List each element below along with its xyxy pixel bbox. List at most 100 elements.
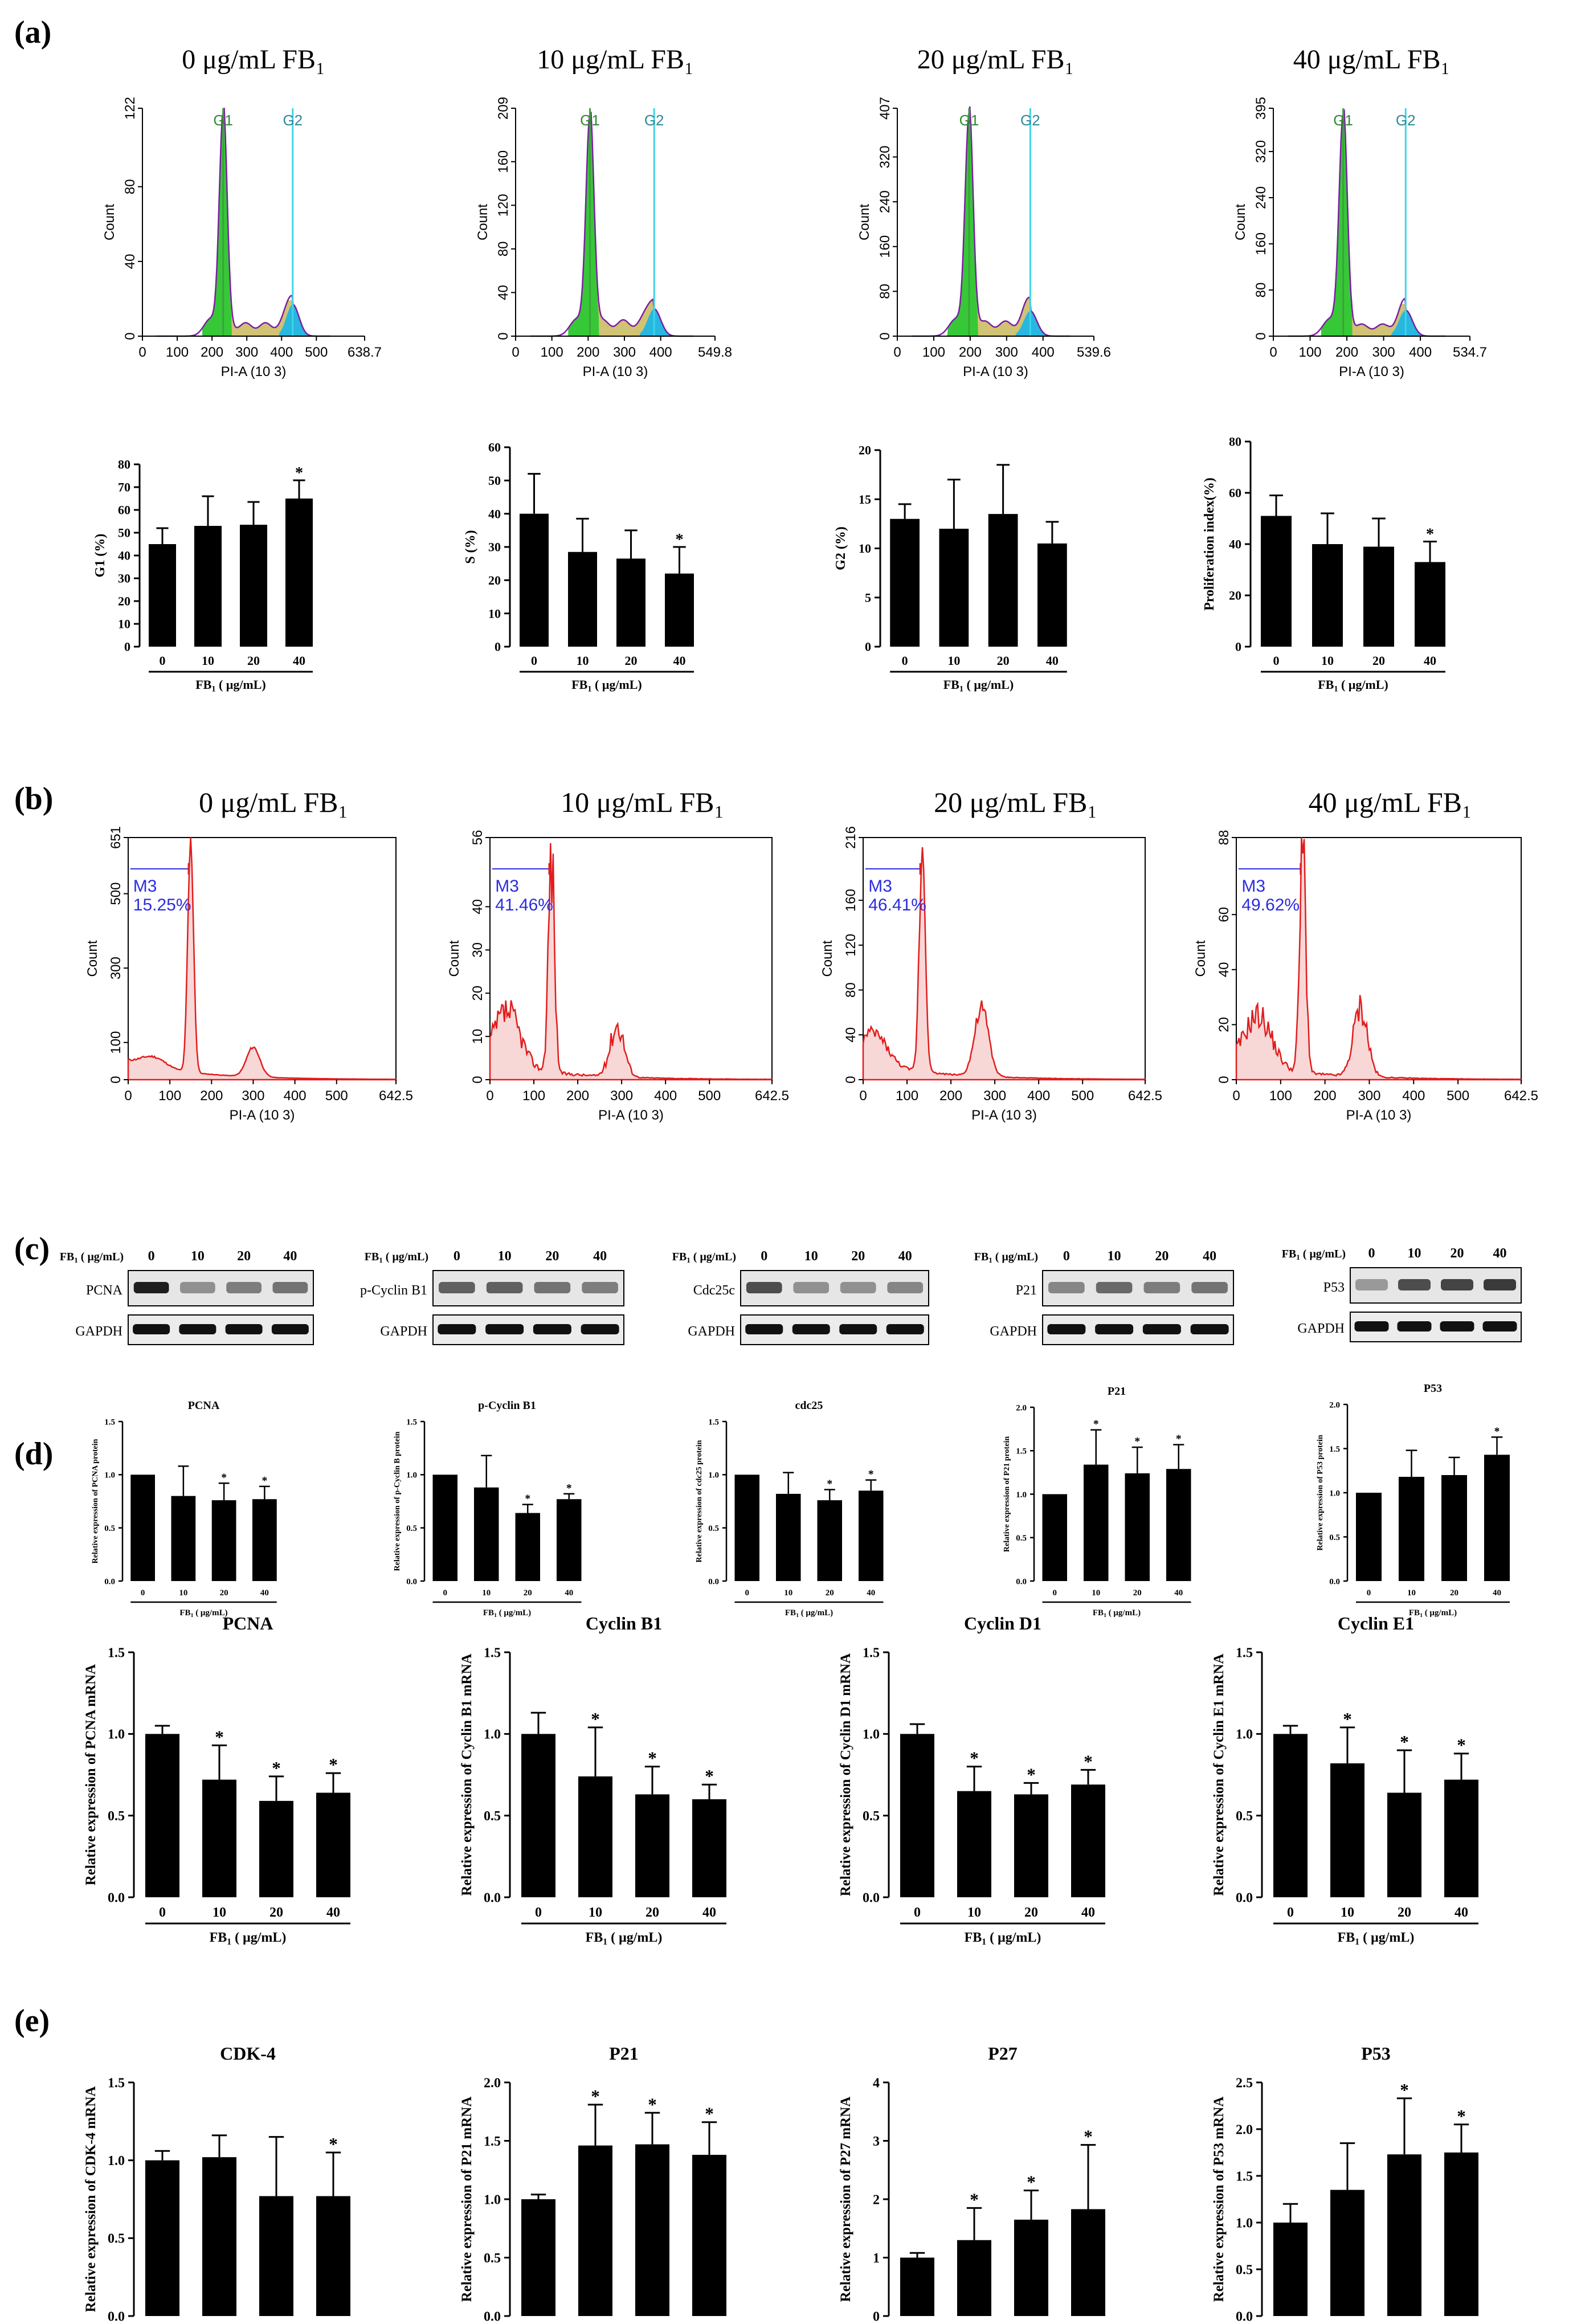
y-tick-label: 320: [877, 145, 893, 168]
bar: [520, 513, 549, 647]
y-tick-label: 651: [108, 826, 124, 849]
gate-label: M3: [495, 877, 519, 896]
y-tick-label: 1.0: [1236, 1727, 1253, 1742]
x-tick-label: 500: [698, 1088, 721, 1104]
s-phase-fill: [969, 296, 1031, 336]
chart-title: Cyclin D1: [964, 1613, 1041, 1633]
x-tick-label: 0: [535, 1905, 542, 1920]
significance-star: *: [1134, 1436, 1140, 1448]
histogram-curve: [156, 107, 331, 337]
bar: [1387, 1792, 1421, 1897]
bar: [1330, 1763, 1364, 1897]
y-tick-label: 160: [496, 150, 511, 173]
x-tick-label: 400: [270, 345, 293, 360]
chart-title: PCNA: [188, 1399, 220, 1412]
lane-label: 10: [804, 1249, 818, 1264]
y-tick-label: 40: [1229, 537, 1241, 552]
x-tick-label: 500: [305, 345, 328, 360]
gate-label: M3: [1241, 877, 1265, 896]
bar: [1312, 544, 1343, 647]
x-axis-label: FB1 ( μg/mL): [965, 1930, 1041, 1947]
s-phase-fill: [223, 300, 293, 336]
x-tick-label: 40: [673, 654, 686, 668]
x-tick-label: 40: [1493, 1588, 1501, 1598]
s-phase-fill: [590, 292, 655, 336]
y-tick-label: 300: [108, 957, 124, 979]
x-tick-label: 0: [160, 654, 166, 668]
y-tick-label: 20: [859, 443, 871, 458]
bar: [474, 1487, 499, 1581]
y-tick-label: 0.0: [1329, 1577, 1340, 1586]
protein-band: [1191, 1282, 1228, 1293]
gapdh-band: [1440, 1321, 1474, 1331]
protein-band: [1484, 1279, 1516, 1290]
y-tick-label: 120: [843, 934, 859, 957]
bar-chart: Cyclin E1 0.0 0.5 1.0 1.5 0 * 10 * 20 * 40 FB1 ( μg/…: [1211, 1613, 1478, 1947]
bar: [616, 558, 645, 647]
bar: [900, 1734, 934, 1897]
histogram-title: 10 μg/mL FB₁: [537, 44, 693, 75]
y-tick-label: 240: [877, 190, 893, 213]
y-tick-label: 0.5: [1016, 1534, 1027, 1543]
x-axis-label: FB1 ( μg/mL): [210, 1930, 287, 1947]
y-axis-label: Relative expression of Cyclin B1 mRNA: [459, 1653, 475, 1896]
bar: [665, 573, 694, 647]
histogram-title: 40 μg/mL FB₁: [1293, 44, 1450, 75]
y-axis-label: Relative expression of P53 mRNA: [1211, 2097, 1227, 2302]
chart-title: PCNA: [223, 1613, 273, 1633]
y-tick-label: 10: [470, 1029, 485, 1044]
significance-star: *: [295, 464, 303, 482]
protein-band: [133, 1282, 169, 1293]
bar: [1042, 1494, 1067, 1581]
x-tick-label: 0: [914, 1905, 921, 1920]
cell-cycle-histogram: 0 μg/mL FB₁ G1 G2 0 40 80 122 0 100 200 300 400 500 6…: [102, 44, 382, 379]
histogram-title: 10 μg/mL FB₁: [561, 786, 724, 818]
target-label: p-Cyclin B1: [360, 1283, 427, 1298]
y-tick-label: 160: [843, 889, 859, 912]
significance-star: *: [1027, 1765, 1036, 1784]
lane-label: 10: [191, 1249, 205, 1264]
y-tick-label: 0.0: [484, 2309, 501, 2324]
gapdh-band: [745, 1324, 783, 1334]
y-tick-label: 2: [873, 2192, 880, 2207]
y-axis-label: Count: [820, 940, 835, 977]
target-label: PCNA: [86, 1283, 123, 1298]
y-tick-label: 0: [1216, 1076, 1232, 1083]
y-tick-label: 1.5: [1329, 1445, 1340, 1454]
g1-phase-fill: [1321, 117, 1353, 336]
significance-star: *: [1027, 2172, 1036, 2192]
y-tick-label: 209: [496, 97, 511, 120]
y-tick-label: 0.0: [406, 1577, 417, 1586]
y-axis-label: Relative expression of Cyclin E1 mRNA: [1211, 1653, 1227, 1896]
g2-phase-fill: [1015, 311, 1049, 336]
plot-frame: [1236, 837, 1522, 1080]
x-tick-label: 642.5: [755, 1088, 789, 1104]
x-tick-label: 20: [826, 1588, 834, 1598]
bar: [252, 1499, 277, 1581]
gapdh-band: [485, 1324, 524, 1334]
loading-label: GAPDH: [380, 1324, 427, 1339]
y-tick-label: 80: [1253, 283, 1269, 298]
x-tick-label: 100: [158, 1088, 181, 1104]
x-tick-label: 0: [512, 345, 519, 360]
bar: [316, 1792, 350, 1897]
x-tick-label: 200: [200, 1088, 223, 1104]
protein-band: [840, 1282, 876, 1293]
x-axis-label: FB1 ( μg/mL): [943, 677, 1014, 693]
x-tick-label: 100: [922, 345, 945, 360]
x-tick-label: 638.7: [348, 345, 382, 360]
x-tick-label: 300: [983, 1088, 1006, 1104]
x-tick-label: 300: [1372, 345, 1395, 360]
y-tick-label: 2.0: [1329, 1400, 1340, 1410]
histogram-title: 20 μg/mL FB₁: [917, 44, 1074, 75]
x-tick-label: 500: [1447, 1088, 1469, 1104]
y-axis-label: Relative expression of CDK-4 mRNA: [83, 2086, 99, 2313]
gapdh-band: [179, 1324, 216, 1334]
chart-title: P53: [1361, 2043, 1391, 2064]
protein-band: [534, 1282, 571, 1293]
x-tick-label: 100: [1298, 345, 1321, 360]
x-tick-label: 0: [124, 1088, 132, 1104]
